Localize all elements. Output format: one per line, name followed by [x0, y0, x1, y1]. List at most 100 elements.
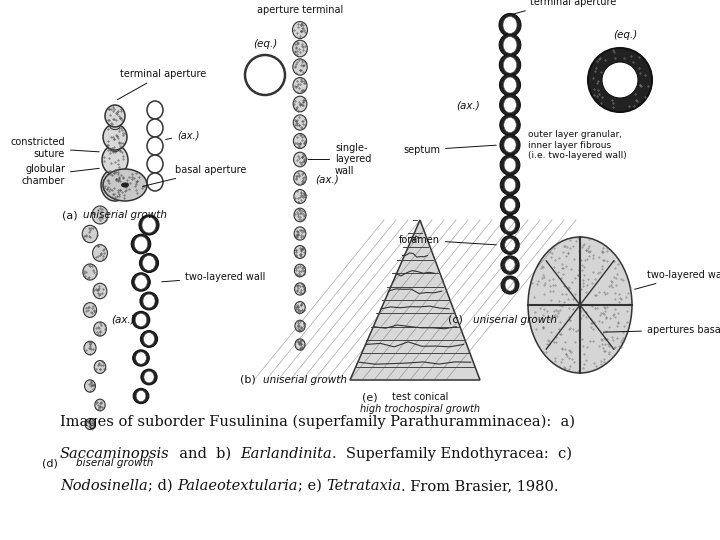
Text: uniserial growth: uniserial growth: [83, 210, 167, 220]
Ellipse shape: [500, 195, 520, 215]
Circle shape: [588, 48, 652, 112]
Text: outer layer granular,
inner layer fibrous
(i.e. two-layered wall): outer layer granular, inner layer fibrou…: [528, 130, 626, 160]
Ellipse shape: [294, 190, 306, 204]
Ellipse shape: [500, 74, 521, 96]
Text: (e): (e): [362, 392, 378, 402]
Ellipse shape: [501, 256, 519, 274]
Ellipse shape: [293, 78, 307, 93]
Ellipse shape: [292, 22, 307, 38]
Ellipse shape: [294, 301, 305, 313]
Text: two-layered wall: two-layered wall: [162, 272, 266, 282]
Ellipse shape: [500, 94, 521, 116]
Text: (c): (c): [448, 315, 462, 325]
Text: (ax.): (ax.): [112, 315, 135, 325]
Text: uniserial growth: uniserial growth: [473, 315, 557, 325]
Ellipse shape: [135, 313, 147, 327]
Ellipse shape: [134, 237, 148, 252]
Ellipse shape: [140, 330, 158, 347]
Ellipse shape: [293, 59, 307, 75]
Ellipse shape: [95, 399, 105, 411]
Text: Images of suborder Fusulinina (superfamily Parathuramminacea):  a): Images of suborder Fusulinina (superfami…: [60, 415, 575, 429]
Text: (eq.): (eq.): [253, 39, 277, 49]
Ellipse shape: [83, 264, 97, 280]
Ellipse shape: [103, 124, 127, 150]
Ellipse shape: [294, 264, 305, 277]
Ellipse shape: [135, 352, 146, 364]
Ellipse shape: [139, 215, 159, 235]
Ellipse shape: [142, 217, 156, 233]
Ellipse shape: [84, 380, 96, 392]
Ellipse shape: [140, 292, 158, 310]
Ellipse shape: [293, 96, 307, 112]
Ellipse shape: [94, 322, 107, 336]
Ellipse shape: [131, 234, 150, 254]
Ellipse shape: [500, 54, 521, 76]
Text: (d): (d): [42, 458, 58, 468]
Ellipse shape: [503, 17, 517, 33]
Ellipse shape: [144, 371, 154, 383]
Text: Earlandinita: Earlandinita: [240, 447, 332, 461]
Ellipse shape: [136, 390, 146, 402]
Text: (ax.): (ax.): [315, 175, 338, 185]
Ellipse shape: [102, 145, 128, 175]
Ellipse shape: [504, 178, 516, 192]
Ellipse shape: [133, 388, 149, 403]
Ellipse shape: [505, 279, 515, 291]
Text: globular
chamber: globular chamber: [22, 164, 99, 186]
Text: ; d): ; d): [148, 479, 177, 493]
Text: apertures basal: apertures basal: [603, 325, 720, 335]
Ellipse shape: [105, 105, 125, 127]
Ellipse shape: [294, 227, 306, 240]
Text: Tetrataxia: Tetrataxia: [326, 479, 401, 493]
Ellipse shape: [500, 114, 521, 136]
Ellipse shape: [132, 312, 150, 329]
Ellipse shape: [84, 341, 96, 355]
Ellipse shape: [500, 155, 520, 175]
Ellipse shape: [135, 275, 148, 289]
Ellipse shape: [505, 218, 516, 232]
Text: (a): (a): [62, 210, 78, 220]
Ellipse shape: [110, 124, 120, 130]
Ellipse shape: [505, 198, 516, 212]
Ellipse shape: [147, 155, 163, 173]
Ellipse shape: [499, 14, 521, 37]
Ellipse shape: [294, 152, 307, 167]
Ellipse shape: [132, 273, 150, 291]
Text: foramen: foramen: [399, 235, 496, 245]
Text: Nodosinella: Nodosinella: [60, 479, 148, 493]
Ellipse shape: [501, 235, 519, 254]
Text: terminal aperture: terminal aperture: [117, 69, 206, 100]
Ellipse shape: [294, 133, 307, 148]
Ellipse shape: [93, 245, 107, 261]
Ellipse shape: [143, 294, 155, 308]
Ellipse shape: [147, 173, 163, 191]
Text: aperture terminal: aperture terminal: [257, 5, 343, 15]
Text: basal aperture: basal aperture: [143, 165, 246, 186]
Ellipse shape: [141, 369, 157, 385]
Ellipse shape: [500, 175, 520, 195]
Ellipse shape: [293, 115, 307, 130]
Circle shape: [245, 55, 285, 95]
Circle shape: [602, 62, 638, 98]
Text: uniserial growth: uniserial growth: [263, 375, 347, 385]
Ellipse shape: [500, 215, 519, 234]
Text: Saccaminopsis: Saccaminopsis: [60, 447, 170, 461]
Ellipse shape: [121, 183, 129, 187]
Ellipse shape: [499, 33, 521, 56]
Ellipse shape: [504, 138, 516, 152]
Text: (ax.): (ax.): [456, 100, 480, 110]
Ellipse shape: [143, 333, 155, 346]
Ellipse shape: [103, 169, 147, 201]
Ellipse shape: [101, 169, 129, 201]
Ellipse shape: [294, 171, 306, 185]
Ellipse shape: [292, 40, 307, 57]
Text: two-layered wall: two-layered wall: [635, 270, 720, 289]
Ellipse shape: [93, 284, 107, 299]
Ellipse shape: [92, 206, 108, 224]
Ellipse shape: [143, 255, 156, 271]
Text: single-
layered
wall: single- layered wall: [308, 143, 372, 176]
Ellipse shape: [147, 119, 163, 137]
Ellipse shape: [85, 418, 95, 429]
Text: Palaeotextularia: Palaeotextularia: [177, 479, 297, 493]
Text: . From Brasier, 1980.: . From Brasier, 1980.: [401, 479, 559, 493]
